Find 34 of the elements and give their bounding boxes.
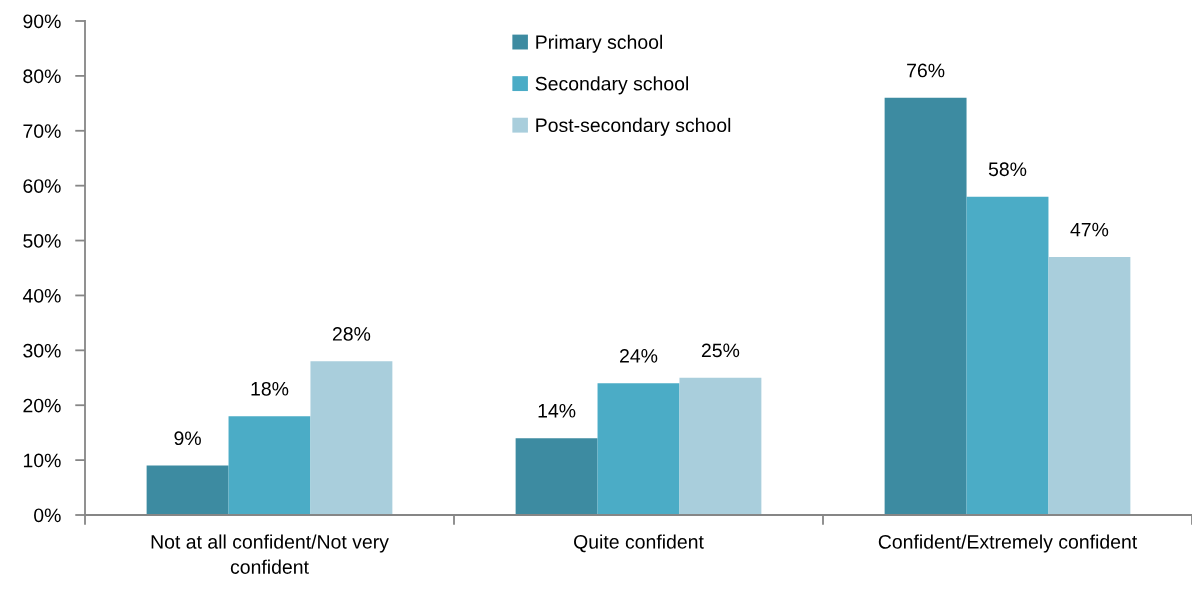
data-label: 58% [988,162,1027,177]
bar [228,416,311,515]
data-label: 47% [1070,222,1109,237]
bar [146,465,229,515]
bar [310,361,393,515]
y-tick-label: 70% [23,124,61,139]
x-tick-label: Not at all confident/Not very confident [151,534,389,574]
bar [597,383,680,515]
legend-label: Post-secondary school [536,117,731,136]
bar [884,97,967,515]
bar [679,377,762,515]
data-label: 25% [701,343,740,358]
y-tick-label: 20% [23,398,61,413]
data-label: 9% [174,431,201,446]
y-tick-label: 30% [23,343,61,358]
data-label: 28% [332,327,371,341]
bar [515,438,598,515]
legend-label: Secondary school [535,76,688,95]
x-tick-label: Confident/Extremely confident [878,534,1138,553]
data-label: 14% [538,403,576,418]
y-tick-label: 60% [23,179,61,193]
legend-label: Primary school [536,34,663,53]
data-label: 18% [251,381,289,396]
bar [966,196,1049,515]
x-tick-label: Quite confident [574,534,704,553]
y-tick-label: 10% [23,453,61,468]
data-label: 24% [620,348,658,363]
bar [1048,257,1131,515]
data-label: 76% [907,63,945,78]
y-tick-label: 50% [23,234,61,248]
y-tick-label: 80% [23,69,61,84]
y-tick-label: 90% [23,14,61,29]
y-tick-label: 0% [34,508,61,523]
y-tick-label: 40% [22,288,61,303]
